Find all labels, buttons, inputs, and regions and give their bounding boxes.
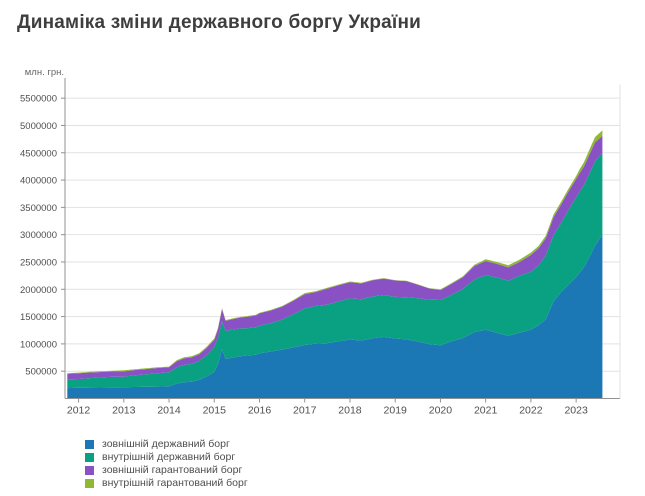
internal-state-debt-area[interactable] [67,152,603,389]
legend-label: зовнішній гарантований борг [102,464,243,476]
svg-text:4000000: 4000000 [20,176,57,187]
svg-text:2500000: 2500000 [20,257,57,268]
svg-text:4500000: 4500000 [20,148,57,159]
svg-text:5000000: 5000000 [20,121,57,132]
svg-text:2021: 2021 [474,405,498,417]
legend-item-external-state-debt[interactable]: зовнішній державний борг [85,438,248,451]
legend-item-internal-state-debt[interactable]: внутрішній державний борг [85,451,248,464]
y-axis-tick-labels: 500000 1000000 1500000 2000000 2500000 300000… [20,94,57,378]
x-axis-tick-labels: 2012 2013 2014 2015 2016 2017 2018 2019 2020 2021… [67,405,588,417]
svg-text:3500000: 3500000 [20,203,57,214]
axes [61,78,621,403]
legend-item-external-guaranteed-debt[interactable]: зовнішній гарантований борг [85,464,248,477]
legend-swatch-external-guaranteed-debt [85,466,94,475]
svg-text:500000: 500000 [25,367,57,378]
page-title: Динаміка зміни державного боргу України [17,12,422,33]
legend-item-internal-guaranteed-debt[interactable]: внутрішній гарантований борг [85,477,248,490]
legend-label: внутрішній державний борг [102,451,236,463]
svg-text:2014: 2014 [157,405,181,417]
stacked-areas [67,130,603,399]
legend-swatch-external-state-debt [85,440,94,449]
svg-text:2017: 2017 [293,405,317,417]
svg-text:2013: 2013 [112,405,136,417]
svg-text:2015: 2015 [203,405,227,417]
svg-text:2023: 2023 [564,405,588,417]
svg-text:2016: 2016 [248,405,272,417]
svg-text:1000000: 1000000 [20,339,57,350]
svg-text:2020: 2020 [429,405,453,417]
svg-text:5500000: 5500000 [20,94,57,105]
legend-swatch-internal-guaranteed-debt [85,479,94,488]
legend-label: внутрішній гарантований борг [102,477,248,489]
y-axis-unit-label: млн. грн. [24,67,64,78]
svg-text:2018: 2018 [338,405,362,417]
legend-label: зовнішній державний борг [102,438,230,450]
svg-text:3000000: 3000000 [20,230,57,241]
external-state-debt-area[interactable] [67,234,603,399]
legend-swatch-internal-state-debt [85,453,94,462]
svg-text:2019: 2019 [384,405,408,417]
svg-text:2012: 2012 [67,405,91,417]
chart-legend: зовнішній державний борг внутрішній держ… [85,438,248,490]
svg-text:2000000: 2000000 [20,285,57,296]
svg-text:1500000: 1500000 [20,312,57,323]
svg-text:2022: 2022 [519,405,543,417]
